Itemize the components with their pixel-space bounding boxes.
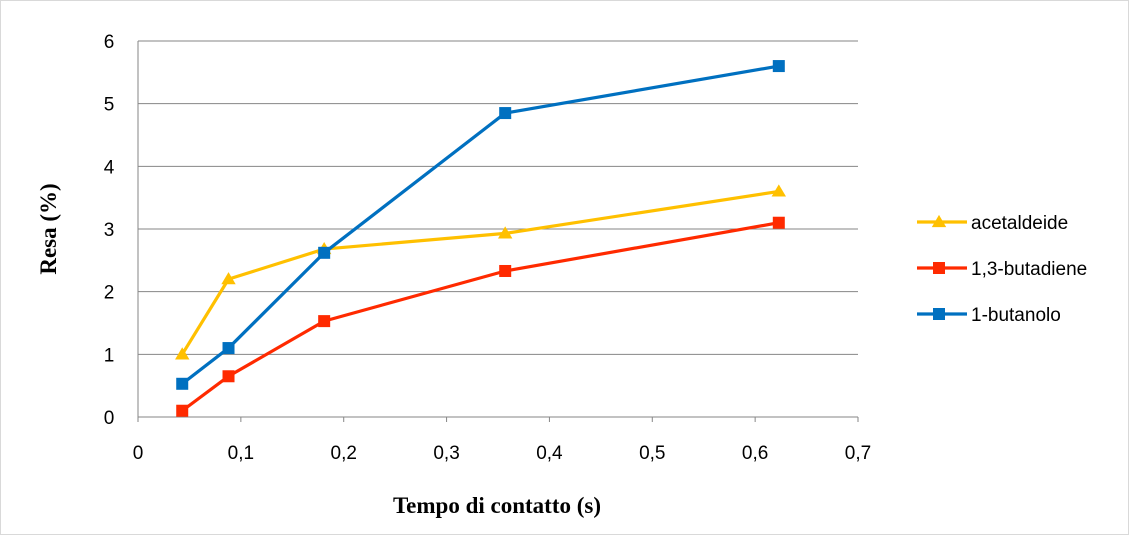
legend-item: 1-butanolo [917,305,1061,326]
data-point [499,264,512,277]
x-tick-label: 0 [133,443,144,464]
data-point [176,377,189,390]
x-tick-label: 0,1 [228,443,254,464]
series-1-3-butadiene [176,216,785,417]
data-point [222,370,235,383]
data-point [772,216,785,229]
gridlines [138,40,858,355]
legend-label: 1-butanolo [971,305,1061,326]
legend-marker [931,214,947,228]
series-1-butanolo [176,60,785,390]
legend-item: acetaldeide [917,213,1068,234]
tick-labels: 0 1 2 3 4 5 6 0 0,1 0,2 0,3 0,4 0,5 0,6 0,7 [104,32,872,464]
y-tick-label: 6 [104,32,115,53]
y-tick-label: 5 [104,95,115,116]
x-tick-label: 0,4 [536,443,563,464]
x-tick-label: 0,7 [845,443,871,464]
series-line [180,189,780,356]
x-axis-title: Tempo di contatto (s) [393,493,601,518]
x-tick-label: 0,2 [331,443,357,464]
y-axis-title: Resa (%) [36,183,61,274]
legend: acetaldeide 1,3-butadiene 1-butanolo [917,213,1087,326]
y-tick-label: 3 [104,220,115,241]
y-tick-label: 2 [104,283,115,304]
series-acetaldeide [175,184,786,360]
legend-marker [933,262,945,274]
series-line [181,64,780,386]
x-tick-label: 0,5 [639,443,665,464]
x-tick-label: 0,3 [433,443,459,464]
legend-marker [933,308,945,320]
y-tick-label: 1 [104,345,115,366]
data-point [772,60,785,73]
axes [137,41,859,422]
legend-item: 1,3-butadiene [917,259,1087,280]
x-tick-label: 0,6 [742,443,768,464]
series-line [181,221,780,413]
data-point [176,404,189,417]
data-point [222,342,235,355]
legend-label: acetaldeide [971,213,1068,234]
data-point [221,272,236,285]
y-tick-label: 0 [104,408,115,429]
data-point [499,107,512,120]
plot-series [175,60,786,417]
data-point [771,184,786,197]
y-tick-label: 4 [104,157,115,178]
legend-label: 1,3-butadiene [971,259,1087,280]
data-point [318,315,331,328]
data-point [175,347,190,360]
data-point [318,246,331,259]
data-point [498,226,513,239]
